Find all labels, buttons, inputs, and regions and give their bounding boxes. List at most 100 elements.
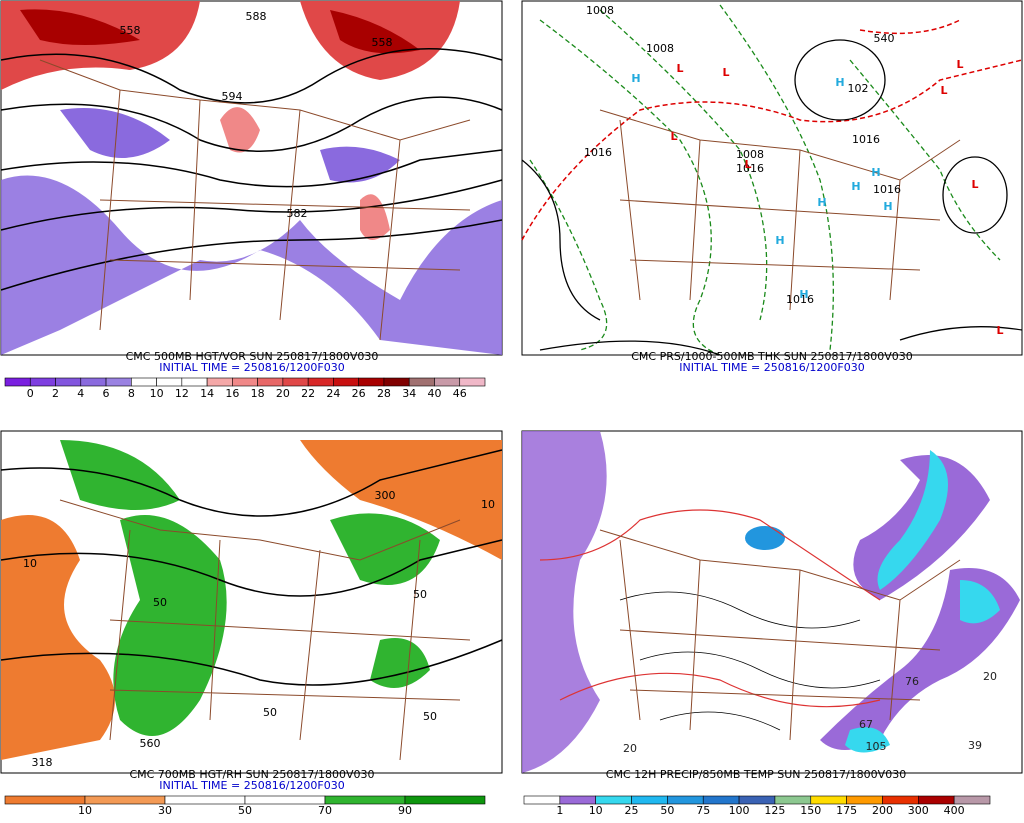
colorbar-box [434,377,461,387]
colorbar-box [156,377,183,387]
colorbar-label: 14 [200,387,214,400]
colorbar-label: 2 [52,387,59,400]
contour-label: 105 [866,740,887,753]
colorbar-label: 10 [150,387,164,400]
colorbar-box [358,377,385,387]
contour-label: 558 [120,24,141,37]
colorbar-label: 4 [77,387,84,400]
map-precip [521,430,1023,774]
colorbar-label: 8 [128,387,135,400]
colorbar-box [953,795,991,805]
colorbar-box [459,377,486,387]
colorbar-box [595,795,632,805]
contour-label: 588 [246,10,267,23]
colorbar-label: 50 [238,804,252,817]
contour-label: 1016 [873,183,901,196]
colorbar-box [164,795,246,805]
contour-label: 50 [413,588,427,601]
panel-caption: CMC 700MB HGT/RH SUN 250817/1800V030 [129,768,374,781]
colorbar-label: 10 [78,804,92,817]
low-center: L [996,324,1003,337]
panel-caption: CMC 500MB HGT/VOR SUN 250817/1800V030 [126,350,379,363]
map-pressure [521,0,1023,356]
colorbar-box [559,795,596,805]
high-center: H [817,196,826,209]
colorbar-label: 28 [377,387,391,400]
colorbar-box [282,377,309,387]
colorbar-box [80,377,107,387]
initial-time: INITIAL TIME = 250816/1200F030 [159,779,344,792]
map-500mb [0,0,503,356]
colorbar-label: 150 [800,804,821,817]
colorbar-box [4,377,31,387]
colorbar-label: 26 [352,387,366,400]
contour-label: 1008 [586,4,614,17]
initial-time: INITIAL TIME = 250816/1200F030 [679,361,864,374]
colorbar-box [257,377,284,387]
contour-label: 582 [287,207,308,220]
colorbar-box [244,795,326,805]
high-center: H [871,166,880,179]
colorbar-label: 400 [944,804,965,817]
colorbar-label: 200 [872,804,893,817]
colorbar-box [4,795,86,805]
contour-label: 20 [983,670,997,683]
colorbar-box [181,377,208,387]
contour-label: 560 [140,737,161,750]
contour-label: 67 [859,718,873,731]
colorbar-box [702,795,740,805]
colorbar-label: 75 [696,804,710,817]
contour-label: 1016 [736,162,764,175]
colorbar-box [882,795,919,805]
high-center: H [631,72,640,85]
colorbar-label: 20 [276,387,290,400]
colorbar-box [333,377,359,387]
colorbar-box [232,377,258,387]
high-center: H [835,76,844,89]
colorbar-label: 22 [301,387,315,400]
contour-label: 50 [423,710,437,723]
contour-label: 10 [23,557,37,570]
colorbar-box [29,377,56,387]
colorbar-box [105,377,132,387]
colorbar-box [631,795,668,805]
contour-label: 50 [263,706,277,719]
high-center: H [883,200,892,213]
colorbar-box [738,795,776,805]
colorbar-label: 100 [729,804,750,817]
high-center: H [851,180,860,193]
contour-label: 594 [222,90,243,103]
high-center: H [799,288,808,301]
colorbar-label: 12 [175,387,189,400]
map-700mb [0,430,503,774]
low-center: L [676,62,683,75]
colorbar-label: 24 [326,387,340,400]
colorbar-label: 30 [158,804,172,817]
high-center: H [775,234,784,247]
contour-label: 1008 [736,148,764,161]
colorbar-box [408,377,435,387]
contour-label: 1016 [584,146,612,159]
colorbar-box [206,377,233,387]
colorbar-box [774,795,812,805]
colorbar-label: 125 [764,804,785,817]
low-center: L [971,178,978,191]
contour-label: 39 [968,739,982,752]
panel-caption: CMC 12H PRECIP/850MB TEMP SUN 250817/180… [606,768,906,781]
low-center: L [940,84,947,97]
contour-label: 102 [848,82,869,95]
colorbar-box [667,795,704,805]
colorbar-label: 90 [398,804,412,817]
colorbar-box [84,795,166,805]
colorbar-box [523,795,561,805]
contour-label: 1016 [786,293,814,306]
colorbar-box [383,377,410,387]
panel-caption: CMC PRS/1000-500MB THK SUN 250817/1800V0… [631,350,912,363]
colorbar-label: 50 [660,804,674,817]
colorbar-label: 6 [103,387,110,400]
low-center: L [744,158,751,171]
colorbar-label: 175 [836,804,857,817]
colorbar-label: 300 [908,804,929,817]
contour-label: 20 [623,742,637,755]
